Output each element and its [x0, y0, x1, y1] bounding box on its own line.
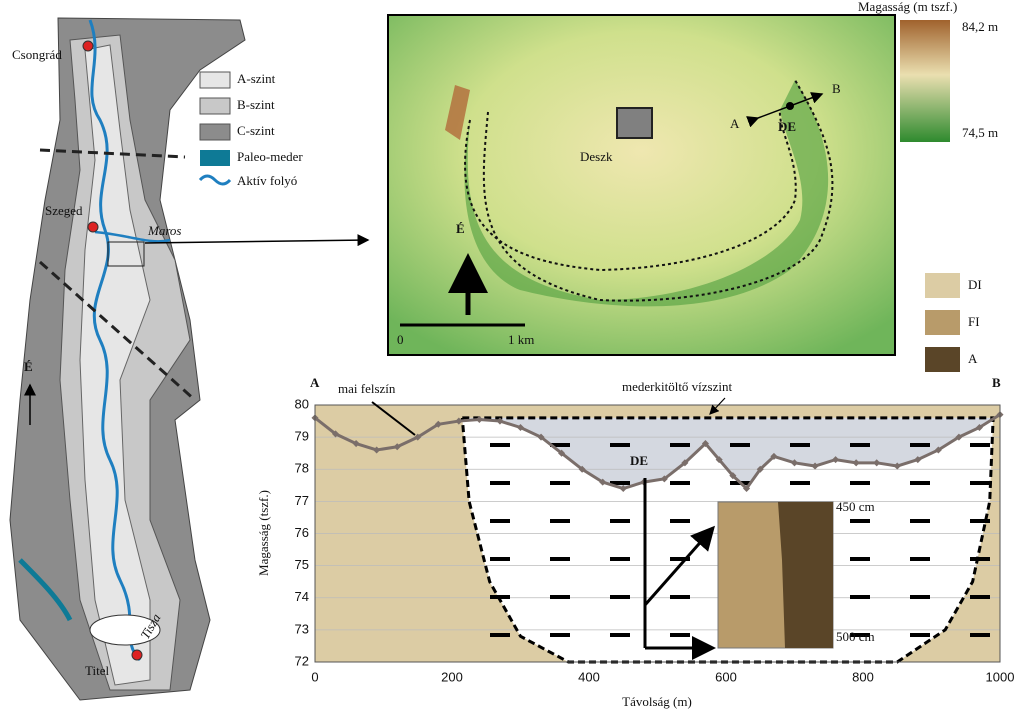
profile-marker: [701, 440, 709, 448]
profile-marker: [475, 415, 483, 423]
profile-marker: [660, 475, 668, 483]
unit-label: A: [968, 351, 978, 366]
y-tick-label: 80: [295, 396, 309, 411]
core-label: 500 cm: [836, 629, 875, 644]
profile-marker: [414, 433, 422, 441]
profile-marker: [934, 446, 942, 454]
profile-marker: [914, 456, 922, 464]
y-tick-label: 79: [295, 429, 309, 444]
place-label: Szeged: [45, 203, 83, 218]
unit-swatch: [925, 347, 960, 372]
profile-marker: [578, 465, 586, 473]
profile-marker: [715, 456, 723, 464]
profile-marker: [729, 472, 737, 480]
profile-marker: [352, 440, 360, 448]
point-label: B: [832, 81, 841, 96]
profile-marker: [558, 449, 566, 457]
x-tick-label: 1000: [986, 669, 1015, 684]
y-tick-label: 77: [295, 493, 309, 508]
x-tick-label: 600: [715, 669, 737, 684]
dem-map: [387, 14, 950, 356]
y-tick-label: 76: [295, 525, 309, 540]
profile-marker: [893, 462, 901, 470]
profile-marker: [743, 484, 751, 493]
profile-marker: [455, 417, 463, 425]
place-label: Csongrád: [12, 47, 62, 62]
profile-marker: [373, 446, 381, 454]
profile-marker: [852, 459, 860, 467]
core-label: 450 cm: [836, 499, 875, 514]
profile-marker: [537, 433, 545, 441]
x-tick-label: 200: [441, 669, 463, 684]
legend-label: Paleo-meder: [237, 149, 303, 164]
colorbar-label: 74,5 m: [962, 125, 998, 140]
profile-marker: [756, 465, 764, 473]
north-label: É: [456, 221, 465, 236]
profile-marker: [811, 462, 819, 470]
y-tick-label: 72: [295, 653, 309, 668]
profile-marker: [873, 459, 881, 467]
y-tick-label: 74: [295, 589, 309, 604]
sediment-fill: [462, 417, 994, 489]
scale-label: 1 km: [508, 332, 534, 347]
annotation: mai felszín: [338, 381, 396, 396]
profile-marker: [681, 459, 689, 467]
profile-marker: [790, 459, 799, 467]
x-tick-label: 800: [852, 669, 874, 684]
leader-line: [709, 397, 726, 415]
profile-end-label: A: [310, 375, 320, 390]
town-label: Deszk: [580, 149, 613, 164]
x-axis-title: Távolság (m): [622, 694, 692, 709]
site-label: DE: [778, 119, 796, 134]
map-legend: [198, 71, 232, 186]
y-tick-label: 73: [295, 621, 309, 636]
profile-marker: [975, 423, 983, 432]
leader-line: [371, 401, 416, 436]
place-label: Titel: [85, 663, 109, 678]
y-tick-label: 75: [295, 557, 309, 572]
profile-end-label: B: [992, 375, 1001, 390]
site-label: DE: [630, 453, 648, 468]
colorbar-label: 84,2 m: [962, 19, 998, 34]
regional-map: [9, 17, 370, 701]
point-label: A: [730, 116, 740, 131]
legend-label: A-szint: [237, 71, 276, 86]
legend-label: C-szint: [237, 123, 275, 138]
unit-swatch: [925, 273, 960, 298]
core-a: [778, 502, 833, 648]
profile-marker: [955, 433, 963, 441]
colorbar-title: Magasság (m tszf.): [858, 0, 957, 14]
annotation: mederkitöltő vízszint: [622, 379, 733, 394]
legend-label: B-szint: [237, 97, 275, 112]
river-label: Maros: [147, 223, 181, 238]
legend-label: Aktív folyó: [237, 173, 297, 188]
north-label: É: [24, 359, 33, 374]
core-arrow: [643, 525, 715, 606]
x-tick-label: 0: [311, 669, 318, 684]
unit-label: FI: [968, 314, 980, 329]
profile-marker: [516, 423, 525, 432]
profile-marker: [332, 430, 340, 438]
profile-marker: [599, 478, 607, 486]
profile-marker: [434, 420, 442, 428]
profile-marker: [832, 456, 840, 464]
profile-marker: [496, 417, 504, 425]
profile-marker: [393, 443, 401, 451]
y-axis-title: Magasság (tszf.): [256, 490, 271, 576]
plot-frame: [314, 404, 1001, 663]
profile-marker: [770, 452, 778, 460]
y-tick-label: 78: [295, 461, 309, 476]
unit-swatch: [925, 310, 960, 335]
profile-line: [314, 413, 1001, 491]
x-tick-label: 400: [578, 669, 600, 684]
profile-marker: [619, 484, 627, 493]
unit-label: DI: [968, 277, 982, 292]
scale-label: 0: [397, 332, 404, 347]
